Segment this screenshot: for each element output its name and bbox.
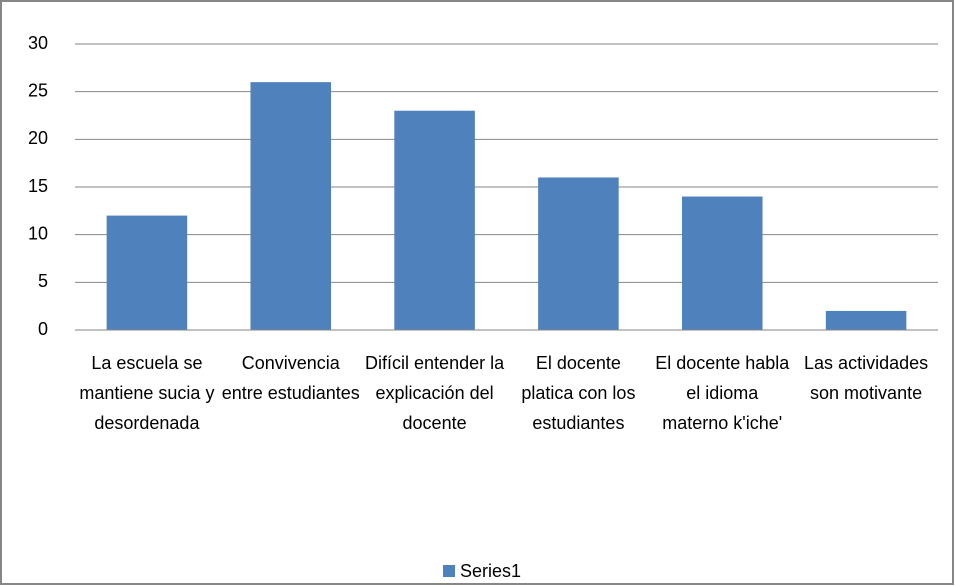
x-tick-label: El docente platica con los estudiantes: [521, 353, 636, 433]
bar: [250, 82, 332, 330]
bar: [394, 110, 475, 330]
y-tick-label: 5: [38, 271, 48, 291]
bar: [538, 177, 619, 330]
y-tick-label: 25: [28, 80, 48, 100]
bar: [106, 215, 188, 330]
legend-label: Series1: [460, 561, 521, 581]
x-tick-label: Difícil entender la explicación del doce…: [365, 353, 505, 433]
x-tick-label: El docente habla el idioma materno k'ich…: [655, 353, 790, 433]
y-tick-label: 15: [28, 176, 48, 196]
y-tick-label: 20: [28, 128, 48, 148]
x-tick-label: La escuela se mantiene sucia y desordena…: [79, 353, 215, 433]
y-tick-label: 30: [28, 33, 48, 53]
y-tick-label: 0: [38, 319, 48, 339]
bar: [825, 310, 907, 330]
y-tick-label: 10: [28, 223, 48, 243]
bar: [681, 196, 763, 330]
x-tick-label: Convivencia entre estudiantes: [221, 353, 360, 403]
legend-swatch: [443, 565, 455, 577]
x-tick-label: Las actividades son motivante: [804, 353, 929, 403]
